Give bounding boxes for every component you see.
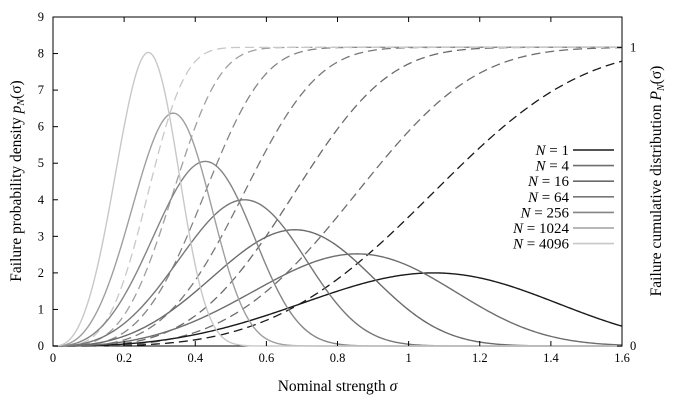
y-right-tick-label: 0 [630, 339, 636, 353]
legend-label-n4: N = 4 [535, 159, 570, 175]
legend-n-value: = 4 [546, 159, 570, 175]
x-tick-label: 0.4 [187, 351, 203, 365]
y-left-title-sub: N [16, 98, 27, 107]
x-tick-label: 1.2 [472, 351, 488, 365]
legend-n-symbol: N [535, 159, 547, 175]
x-axis-title: Nominal strength σ [278, 378, 399, 395]
x-tick-label: 1 [406, 351, 412, 365]
y-left-tick-label: 1 [38, 302, 44, 316]
x-tick-label: 0.2 [116, 351, 132, 365]
y-left-tick-label: 0 [38, 339, 44, 353]
legend-n-value: = 64 [538, 190, 569, 206]
x-tick-label: 1.4 [543, 351, 559, 365]
y-axis-right-ticks: 01 [617, 40, 636, 353]
legend-n-value: = 1024 [523, 221, 569, 237]
y-left-tick-label: 7 [38, 83, 44, 97]
legend-n-value: = 16 [538, 174, 569, 190]
legend-n-symbol: N [535, 143, 547, 159]
legend-n-symbol: N [520, 205, 532, 221]
x-axis-title-symbol: σ [390, 378, 399, 395]
x-axis-title-text: Nominal strength [278, 378, 390, 395]
legend-label-n1: N = 1 [535, 143, 569, 159]
legend-label-n64: N = 64 [527, 190, 569, 206]
x-tick-label: 0.6 [259, 351, 275, 365]
y-left-tick-label: 2 [38, 266, 44, 280]
y-left-title-arg: (σ) [8, 80, 25, 99]
legend-label-n16: N = 16 [527, 174, 569, 190]
x-tick-label: 1.6 [614, 351, 630, 365]
y-left-tick-label: 8 [38, 47, 44, 61]
y-right-title-sub: N [656, 83, 667, 92]
y-left-tick-label: 3 [38, 229, 44, 243]
legend-label-n256: N = 256 [520, 205, 570, 221]
legend-n-value: = 4096 [523, 237, 569, 253]
x-tick-label: 0.8 [330, 351, 346, 365]
y-axis-left-ticks: 0 1 2 3 4 5 6 7 8 9 [38, 10, 58, 353]
legend-label-n1024: N = 1024 [512, 221, 569, 237]
y-left-tick-label: 5 [38, 156, 44, 170]
y-right-tick-label: 1 [630, 40, 636, 54]
cdf-curve-n1 [53, 60, 623, 347]
pdf-curve-n1 [53, 272, 623, 347]
y-right-title-arg: (σ) [648, 66, 665, 85]
x-tick-label: 0 [50, 351, 56, 365]
legend-n-symbol: N [527, 190, 539, 206]
y-left-title-text: Failure probability density [8, 113, 25, 281]
y-left-tick-label: 9 [38, 10, 44, 24]
y-right-title-symbol: P [648, 90, 665, 101]
legend-n-symbol: N [512, 237, 524, 253]
legend-n-symbol: N [512, 221, 524, 237]
legend-n-symbol: N [527, 174, 539, 190]
y-left-title-symbol: p [8, 105, 25, 114]
cdf-curve-n4096 [53, 46, 622, 347]
y-axis-left-title: Failure probability density pN(σ) [8, 80, 27, 281]
legend-n-value: = 256 [531, 205, 570, 221]
x-axis-ticks: 0 0.2 0.4 0.6 0.8 1 1.2 1.4 1.6 [50, 17, 630, 365]
pdf-curve-n4 [53, 253, 623, 347]
y-left-tick-label: 4 [38, 193, 45, 207]
legend-label-n4096: N = 4096 [512, 237, 569, 253]
y-axis-right-title: Failure cumulative distribution PN(σ) [648, 66, 667, 297]
y-right-title-text: Failure cumulative distribution [648, 100, 665, 296]
legend-n-value: = 1 [546, 143, 569, 159]
y-left-tick-label: 6 [38, 120, 44, 134]
cdf-curves [53, 46, 623, 347]
cdf-curve-n4 [53, 46, 623, 347]
